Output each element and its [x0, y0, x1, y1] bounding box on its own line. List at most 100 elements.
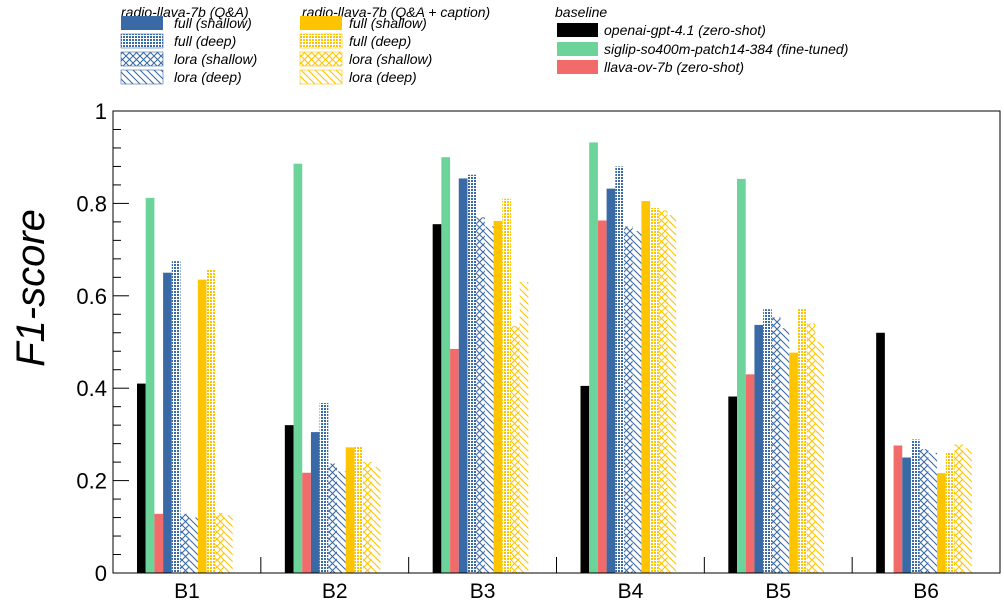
- bar-B4-series-1: [589, 142, 598, 574]
- legend-label: lora (shallow): [174, 51, 257, 67]
- bar-B2-series-2: [302, 472, 311, 573]
- bar-B1-series-3: [163, 272, 172, 573]
- bar-B4-series-5: [624, 226, 633, 573]
- bar-B3-series-6: [484, 226, 494, 573]
- bar-B6-series-9: [954, 444, 964, 573]
- y-tick-label: 1: [95, 99, 107, 124]
- bar-B4-series-0: [580, 385, 590, 573]
- bar-B5-series-10: [815, 342, 825, 573]
- bar-B3-series-1: [441, 157, 451, 573]
- bar-B4-series-9: [658, 210, 668, 573]
- bar-B4-series-3: [606, 188, 616, 573]
- x-tick-label-b2: B2: [322, 580, 348, 603]
- legend-swatch: [557, 42, 598, 56]
- bar-B5-series-4: [763, 309, 772, 573]
- legend-swatch: [120, 69, 164, 85]
- bar-B1-series-1: [145, 197, 155, 574]
- legend-label: siglip-so400m-patch14-384 (fine-tuned): [604, 41, 848, 57]
- bar-B3-series-8: [502, 198, 511, 573]
- axes: 0 0.2 0.4 0.6 0.8 1 B1 B2 B3 B4 B5 B6: [76, 99, 1001, 603]
- bar-B5-series-7: [789, 352, 798, 573]
- bar-B1-series-9: [215, 512, 224, 573]
- bar-B5-series-2: [745, 374, 755, 573]
- y-tick-label: 0.8: [76, 191, 107, 216]
- y-axis-label: F1-score: [9, 209, 53, 367]
- bar-B5-series-0: [728, 396, 738, 573]
- bar-B2-series-4: [319, 402, 329, 573]
- bar-B5-series-1: [737, 178, 746, 573]
- y-tick-label: 0.6: [76, 284, 107, 309]
- legend-label: openai-gpt-4.1 (zero-shot): [604, 22, 766, 38]
- bar-B2-series-10: [371, 466, 381, 573]
- bar-B2-series-8: [354, 446, 364, 573]
- bar-B4-series-2: [597, 220, 607, 574]
- legend: radio-llava-7b (Q&A)full (shallow)full (…: [120, 4, 848, 85]
- bar-B3-series-7: [493, 220, 503, 573]
- bar-B2-series-1: [293, 163, 303, 574]
- bar-B4-series-8: [650, 208, 659, 573]
- bar-B6-series-8: [945, 451, 955, 573]
- legend-swatch: [299, 69, 343, 85]
- bar-B5-series-6: [780, 328, 790, 573]
- legend-swatch: [120, 33, 164, 49]
- y-tick-label: 0: [95, 561, 107, 586]
- bar-B1-series-2: [154, 513, 164, 573]
- bar-B5-series-9: [806, 323, 816, 573]
- legend-group-title: radio-llava-7b (Q&A + caption): [302, 4, 490, 20]
- plot-frame: [112, 110, 1001, 574]
- legend-label: lora (deep): [174, 69, 242, 85]
- legend-label: full (shallow): [174, 15, 252, 31]
- x-tick-label-b3: B3: [470, 580, 496, 603]
- bar-B2-series-0: [284, 425, 294, 573]
- legend-label: full (shallow): [349, 15, 427, 31]
- legend-label: llava-ov-7b (zero-shot): [604, 59, 744, 75]
- bar-B2-series-6: [337, 471, 346, 573]
- legend-swatch: [120, 51, 164, 67]
- bar-B6-series-7: [937, 473, 946, 573]
- y-tick-label: 0.4: [76, 376, 107, 401]
- bar-B4-series-4: [615, 166, 624, 573]
- bar-B2-series-7: [345, 447, 355, 573]
- legend-swatch: [557, 23, 598, 37]
- legend-group-title: baseline: [555, 4, 607, 20]
- x-tick-label-b1: B1: [174, 580, 200, 603]
- legend-label: lora (deep): [349, 69, 417, 85]
- x-tick-label-b6: B6: [913, 580, 939, 603]
- legend-swatch: [557, 60, 598, 74]
- x-tick-label-b5: B5: [765, 580, 791, 603]
- bar-B1-series-0: [137, 383, 146, 573]
- bar-B4-series-6: [632, 231, 642, 573]
- bar-B6-series-0: [876, 332, 885, 573]
- bar-B2-series-3: [310, 432, 320, 573]
- bar-B1-series-5: [180, 513, 190, 573]
- x-tick-label-b4: B4: [618, 580, 644, 603]
- bar-B6-series-3: [902, 457, 911, 573]
- bars: [137, 142, 972, 574]
- bar-B4-series-7: [641, 201, 651, 573]
- bar-B6-series-2: [893, 445, 903, 573]
- bar-B5-series-5: [771, 317, 781, 573]
- bar-B2-series-5: [328, 463, 338, 573]
- bar-B1-series-8: [206, 269, 216, 573]
- bar-B6-series-4: [910, 439, 920, 573]
- bar-B5-series-3: [754, 324, 764, 573]
- bar-B6-series-6: [928, 452, 938, 573]
- bar-B3-series-0: [432, 224, 442, 573]
- bar-B6-series-5: [919, 449, 929, 573]
- legend-swatch: [299, 33, 343, 49]
- bar-B1-series-10: [224, 515, 233, 573]
- legend-label: full (deep): [174, 33, 236, 49]
- legend-label: full (deep): [349, 33, 411, 49]
- bar-B1-series-7: [197, 279, 207, 573]
- y-tick-label: 0.2: [76, 469, 107, 494]
- legend-label: lora (shallow): [349, 51, 432, 67]
- bar-B3-series-2: [450, 348, 459, 573]
- legend-swatch: [300, 16, 342, 30]
- bar-B1-series-6: [189, 517, 198, 573]
- bar-B3-series-4: [467, 174, 477, 573]
- bar-B5-series-8: [797, 308, 807, 573]
- legend-swatch: [121, 16, 163, 30]
- bar-B4-series-10: [667, 214, 677, 573]
- bar-B3-series-3: [458, 178, 468, 573]
